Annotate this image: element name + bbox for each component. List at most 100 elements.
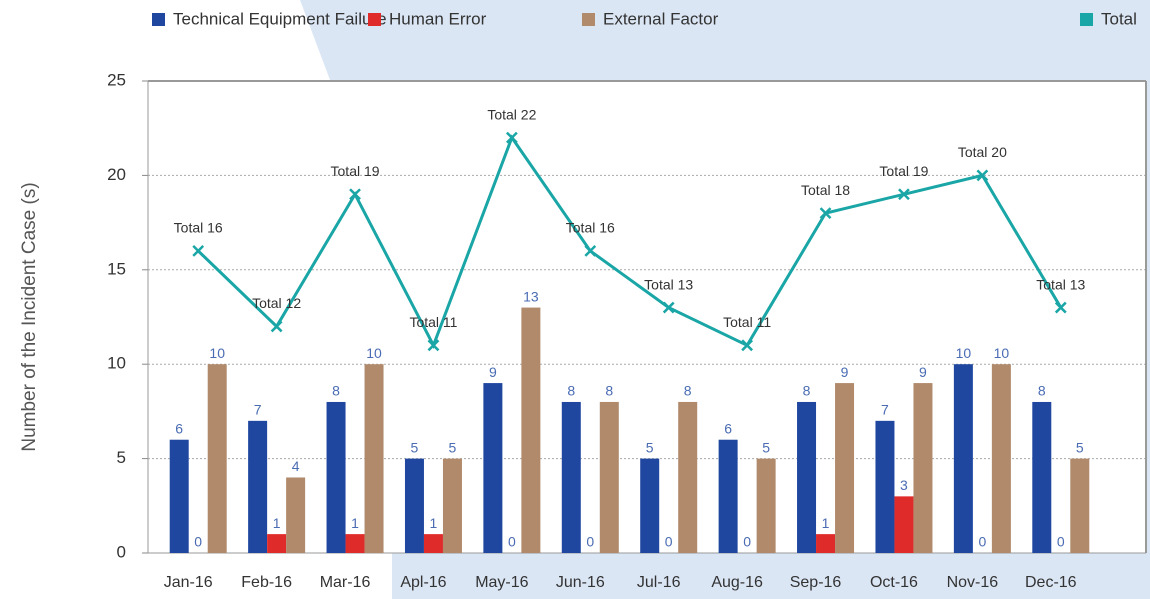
bar-value-label: 1 — [430, 515, 438, 531]
bar-value-label: 8 — [332, 383, 340, 399]
bar-value-label: 9 — [489, 364, 497, 380]
x-tick-label: Jan-16 — [164, 574, 213, 591]
bar-value-label: 8 — [1038, 383, 1046, 399]
bar-value-label: 1 — [351, 515, 359, 531]
total-label: Total 19 — [331, 163, 380, 179]
total-label: Total 18 — [801, 182, 850, 198]
bar-value-label: 5 — [762, 439, 770, 455]
bar — [640, 458, 660, 553]
y-tick-label: 20 — [107, 165, 126, 184]
bar-value-label: 5 — [411, 439, 419, 455]
legend-swatch — [368, 13, 381, 26]
bar-value-label: 0 — [194, 534, 202, 550]
bar-value-label: 0 — [1057, 534, 1065, 550]
total-marker — [662, 301, 675, 314]
bar-value-label: 8 — [567, 383, 575, 399]
total-label: Total 20 — [958, 144, 1007, 160]
y-tick-label: 10 — [107, 354, 126, 373]
bar-value-label: 7 — [881, 402, 889, 418]
bar-value-label: 10 — [366, 345, 382, 361]
x-tick-label: Dec-16 — [1025, 574, 1077, 591]
bar-value-label: 1 — [273, 515, 281, 531]
bar — [404, 458, 424, 553]
bar — [326, 401, 346, 553]
bar-value-label: 9 — [841, 364, 849, 380]
total-label: Total 22 — [487, 106, 536, 122]
bar — [678, 401, 698, 553]
total-marker — [427, 339, 440, 352]
legend-swatch — [582, 13, 595, 26]
x-tick-label: Nov-16 — [947, 574, 999, 591]
y-axis-label: Number of the Incident Case (s) — [19, 182, 40, 451]
bar-value-label: 5 — [1076, 439, 1084, 455]
bar-value-label: 0 — [586, 534, 594, 550]
x-tick-label: Apl-16 — [400, 574, 446, 591]
bar-value-label: 10 — [994, 345, 1010, 361]
bar-value-label: 1 — [822, 515, 830, 531]
x-tick-label: Jun-16 — [556, 574, 605, 591]
total-marker — [192, 245, 205, 257]
total-marker — [1054, 301, 1067, 314]
bar — [364, 364, 384, 553]
x-tick-label: Aug-16 — [711, 574, 763, 591]
bar-value-label: 8 — [684, 383, 692, 399]
total-line — [197, 134, 1063, 349]
bar — [345, 534, 365, 553]
bar — [169, 439, 189, 553]
total-marker — [584, 245, 597, 257]
x-tick-label: Oct-16 — [870, 574, 918, 591]
total-marker — [976, 169, 989, 182]
bar-value-label: 4 — [292, 458, 300, 474]
total-marker — [270, 320, 283, 333]
bar — [423, 534, 443, 553]
total-marker — [819, 207, 832, 220]
bar-value-label: 5 — [449, 439, 457, 455]
total-label: Total 19 — [879, 163, 928, 179]
legend-label: External Factor — [603, 9, 719, 28]
y-tick-label: 5 — [117, 448, 126, 467]
bar — [756, 458, 776, 553]
total-marker — [741, 339, 754, 352]
bar — [442, 458, 462, 553]
total-marker — [505, 131, 518, 144]
bar — [521, 307, 541, 553]
bar — [913, 383, 933, 553]
bar — [286, 477, 306, 553]
bar — [835, 383, 855, 553]
y-tick-label: 25 — [107, 70, 126, 89]
total-label: Total 16 — [174, 220, 223, 236]
bar-value-label: 0 — [665, 534, 673, 550]
y-tick-label: 0 — [117, 542, 126, 561]
legend-label: Human Error — [389, 9, 487, 28]
bar-value-label: 13 — [523, 288, 539, 304]
x-tick-label: May-16 — [475, 574, 528, 591]
bar-value-label: 6 — [175, 420, 183, 436]
total-label: Total 13 — [644, 276, 693, 292]
total-label: Total 16 — [566, 220, 615, 236]
bar-value-label: 6 — [724, 420, 732, 436]
bar-value-label: 10 — [956, 345, 972, 361]
bar-value-label: 0 — [743, 534, 751, 550]
bar — [718, 439, 738, 553]
bar — [267, 534, 287, 553]
bar — [207, 364, 227, 553]
legend-label: Total — [1101, 9, 1137, 28]
bar — [1070, 458, 1090, 553]
bar-value-label: 0 — [978, 534, 986, 550]
legend-label: Technical Equipment Failure — [173, 9, 387, 28]
x-tick-label: Sep-16 — [790, 574, 842, 591]
bar-value-label: 0 — [508, 534, 516, 550]
total-marker — [349, 188, 361, 201]
bar — [953, 364, 973, 553]
bar-value-label: 3 — [900, 477, 908, 493]
total-label: Total 13 — [1036, 276, 1085, 292]
bar — [599, 401, 619, 553]
bar-value-label: 10 — [209, 345, 225, 361]
bar — [797, 401, 817, 553]
bar — [248, 420, 268, 553]
bar — [991, 364, 1011, 553]
bar-value-label: 5 — [646, 439, 654, 455]
legend-swatch — [1080, 13, 1093, 26]
bar-value-label: 7 — [254, 402, 262, 418]
